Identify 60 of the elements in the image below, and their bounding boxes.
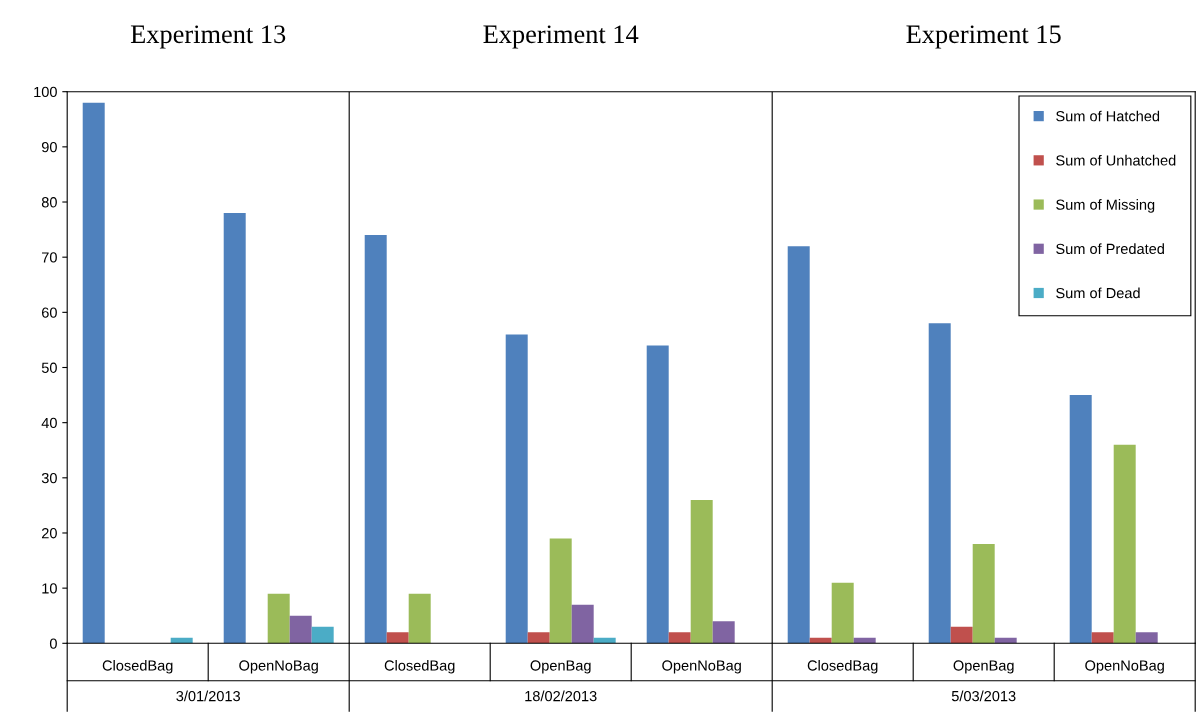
- bar: [1135, 632, 1158, 644]
- bar: [82, 102, 105, 644]
- y-tick-label: 60: [42, 307, 57, 318]
- text: 18/02/2013: [525, 690, 597, 702]
- bar: [593, 637, 616, 644]
- x-tick-label: OpenBag: [953, 660, 1014, 674]
- y-tick-label: 40: [41, 417, 57, 429]
- y-tick-label: 0: [49, 638, 57, 649]
- text: Experiment 14: [483, 25, 639, 49]
- bar: [950, 626, 973, 644]
- bar: [712, 621, 735, 644]
- x-tick-label: ClosedBag: [384, 659, 455, 674]
- legend-label: Sum of Hatched: [1056, 110, 1160, 122]
- bar: [972, 544, 995, 644]
- bar: [289, 615, 312, 644]
- text: Experiment 13: [130, 25, 286, 49]
- bar: [267, 593, 290, 644]
- x-tick-label: OpenBag: [530, 660, 591, 674]
- bar: [668, 632, 691, 644]
- bar: [1069, 395, 1092, 644]
- bar: [170, 637, 193, 644]
- bar: [311, 626, 334, 644]
- bar: [505, 334, 528, 644]
- bar: [809, 637, 832, 644]
- y-tick-label: 100: [34, 86, 57, 98]
- y-tick-label: 80: [41, 197, 57, 208]
- bar: [549, 538, 572, 644]
- x-tick-label: OpenNoBag: [1085, 660, 1164, 674]
- x-tick-label: ClosedBag: [807, 659, 878, 674]
- legend-label: Sum of Dead: [1056, 287, 1140, 299]
- bar: [787, 246, 810, 644]
- legend-label: Sum of Unhatched: [1056, 154, 1176, 166]
- bar: [646, 345, 669, 644]
- y-tick-label: 70: [42, 252, 57, 263]
- bar: [1091, 632, 1114, 644]
- y-tick-label: 90: [41, 141, 57, 153]
- x-tick-label: ClosedBag: [102, 659, 173, 674]
- legend-label: Sum of Missing: [1056, 199, 1155, 213]
- bar: [1113, 444, 1136, 644]
- bar: [408, 593, 431, 644]
- text: Experiment 15: [906, 25, 1061, 49]
- y-tick-label: 50: [41, 362, 57, 373]
- bar: [386, 632, 409, 644]
- bar: [928, 323, 951, 644]
- bar: [571, 604, 594, 644]
- text: 5/03/2013: [951, 690, 1016, 702]
- text: 3/01/2013: [176, 690, 240, 702]
- x-tick-label: OpenNoBag: [239, 660, 318, 674]
- bar: [527, 632, 550, 644]
- bar: [831, 582, 854, 644]
- bar: [853, 637, 876, 644]
- y-tick-label: 20: [41, 528, 57, 539]
- legend-label: Sum of Predated: [1056, 243, 1164, 255]
- y-tick-label: 30: [41, 472, 57, 484]
- bar: [223, 213, 246, 644]
- bar: [994, 637, 1017, 644]
- y-tick-label: 10: [42, 583, 57, 594]
- bar: [364, 235, 387, 644]
- x-tick-label: OpenNoBag: [662, 660, 741, 674]
- bar: [690, 499, 713, 644]
